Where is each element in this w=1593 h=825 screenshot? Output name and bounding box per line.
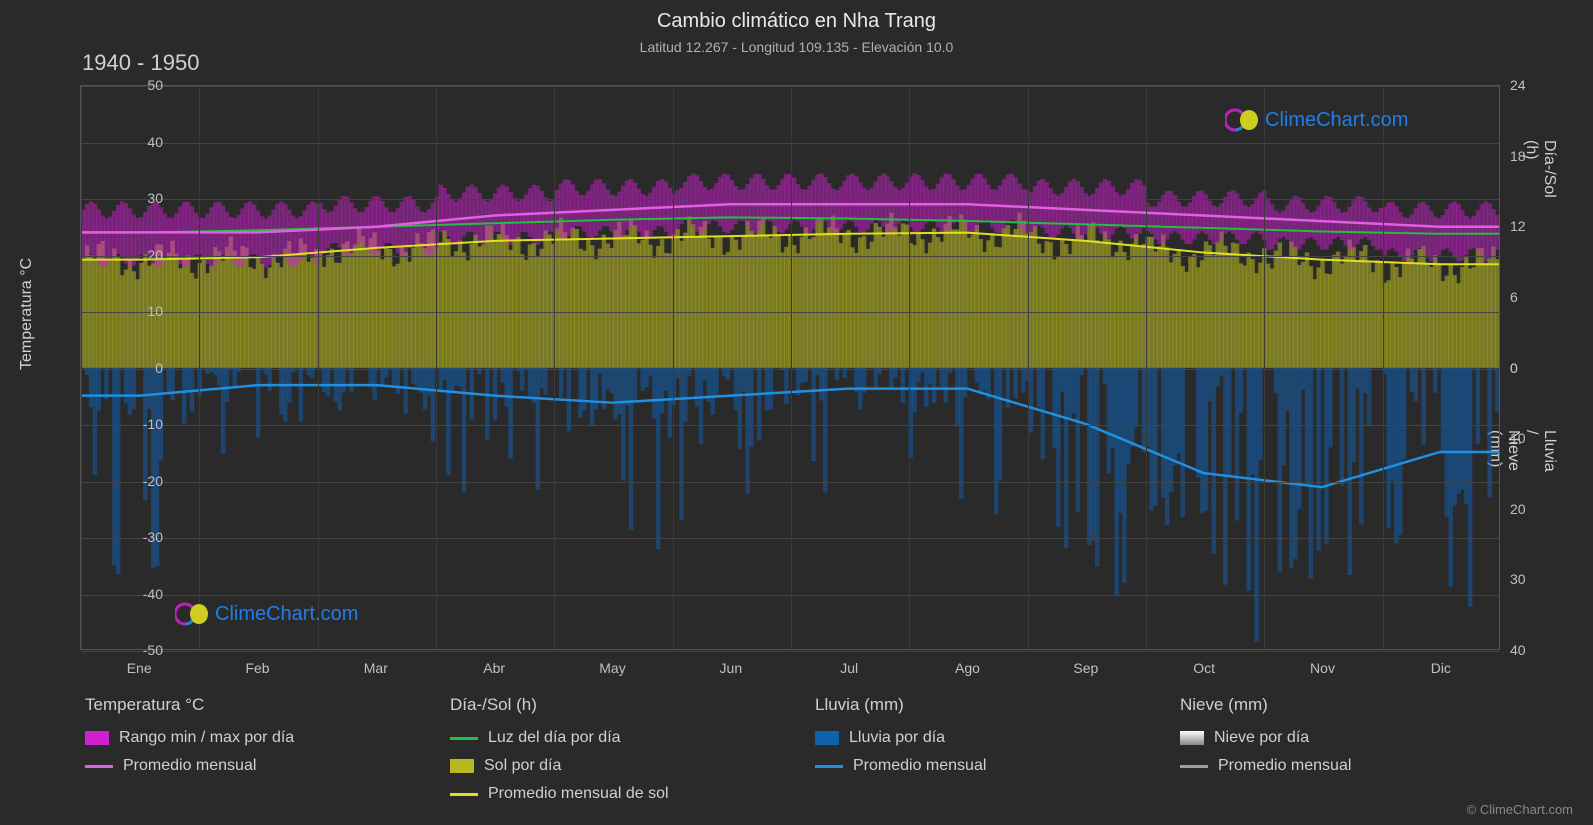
- legend-col-temp: Temperatura °C Rango min / max por día P…: [85, 695, 410, 813]
- legend-item-sun-avg: Promedio mensual de sol: [450, 785, 775, 803]
- legend-label: Lluvia por día: [849, 729, 945, 747]
- xtick-month: Feb: [245, 660, 269, 676]
- legend: Temperatura °C Rango min / max por día P…: [85, 695, 1505, 813]
- ytick-right-top: 6: [1510, 289, 1518, 305]
- ytick-right-bottom: 30: [1510, 571, 1526, 587]
- watermark-text: ClimeChart.com: [215, 603, 358, 626]
- ytick-left: -20: [123, 473, 163, 489]
- xtick-month: Oct: [1193, 660, 1215, 676]
- legend-label: Sol por día: [484, 757, 561, 775]
- year-range-label: 1940 - 1950: [82, 50, 199, 76]
- legend-item-snow-daily: Nieve por día: [1180, 729, 1505, 747]
- legend-item-temp-range: Rango min / max por día: [85, 729, 410, 747]
- legend-label: Promedio mensual: [1218, 757, 1351, 775]
- logo-icon: [175, 600, 209, 628]
- legend-header-snow: Nieve (mm): [1180, 695, 1505, 715]
- xtick-month: Jun: [720, 660, 743, 676]
- ytick-right-bottom: 40: [1510, 642, 1526, 658]
- plot-area: [80, 85, 1500, 650]
- xtick-month: Sep: [1073, 660, 1098, 676]
- xtick-month: Dic: [1431, 660, 1451, 676]
- legend-label: Luz del día por día: [488, 729, 621, 747]
- ytick-right-top: 18: [1510, 148, 1526, 164]
- logo-icon: [1225, 106, 1259, 134]
- ytick-left: -10: [123, 416, 163, 432]
- ytick-right-top: 12: [1510, 218, 1526, 234]
- legend-label: Rango min / max por día: [119, 729, 294, 747]
- watermark-top: ClimeChart.com: [1225, 106, 1408, 134]
- legend-header-rain: Lluvia (mm): [815, 695, 1140, 715]
- legend-col-daysol: Día-/Sol (h) Luz del día por día Sol por…: [450, 695, 775, 813]
- legend-label: Promedio mensual de sol: [488, 785, 669, 803]
- ytick-left: 10: [123, 303, 163, 319]
- ytick-right-bottom: 20: [1510, 501, 1526, 517]
- y-axis-right-top-label: Día-/Sol (h): [1522, 140, 1558, 198]
- legend-header-temp: Temperatura °C: [85, 695, 410, 715]
- xtick-month: Mar: [364, 660, 388, 676]
- copyright-label: © ClimeChart.com: [1467, 802, 1573, 817]
- chart-subtitle: Latitud 12.267 - Longitud 109.135 - Elev…: [0, 39, 1593, 55]
- xtick-month: Jul: [840, 660, 858, 676]
- xtick-month: Ago: [955, 660, 980, 676]
- legend-label: Nieve por día: [1214, 729, 1309, 747]
- ytick-right-top: 24: [1510, 77, 1526, 93]
- legend-item-rain-daily: Lluvia por día: [815, 729, 1140, 747]
- ytick-left: 40: [123, 134, 163, 150]
- ytick-left: -50: [123, 642, 163, 658]
- legend-label: Promedio mensual: [853, 757, 986, 775]
- legend-item-sun: Sol por día: [450, 757, 775, 775]
- ytick-left: 30: [123, 190, 163, 206]
- xtick-month: Abr: [483, 660, 505, 676]
- ytick-left: 20: [123, 247, 163, 263]
- ytick-left: 50: [123, 77, 163, 93]
- y-axis-left-label: Temperatura °C: [18, 258, 36, 370]
- chart-svg: [81, 86, 1499, 649]
- legend-col-rain: Lluvia (mm) Lluvia por día Promedio mens…: [815, 695, 1140, 813]
- watermark-bottom: ClimeChart.com: [175, 600, 358, 628]
- legend-col-snow: Nieve (mm) Nieve por día Promedio mensua…: [1180, 695, 1505, 813]
- ytick-right-bottom: 10: [1510, 430, 1526, 446]
- legend-item-snow-avg: Promedio mensual: [1180, 757, 1505, 775]
- legend-item-rain-avg: Promedio mensual: [815, 757, 1140, 775]
- xtick-month: May: [599, 660, 625, 676]
- ytick-left: -30: [123, 529, 163, 545]
- legend-header-daysol: Día-/Sol (h): [450, 695, 775, 715]
- legend-item-temp-avg: Promedio mensual: [85, 757, 410, 775]
- ytick-left: -40: [123, 586, 163, 602]
- xtick-month: Nov: [1310, 660, 1335, 676]
- legend-label: Promedio mensual: [123, 757, 256, 775]
- legend-item-daylight: Luz del día por día: [450, 729, 775, 747]
- ytick-right-bottom: 0: [1510, 360, 1518, 376]
- chart-title: Cambio climático en Nha Trang: [0, 0, 1593, 33]
- xtick-month: Ene: [127, 660, 152, 676]
- ytick-left: 0: [123, 360, 163, 376]
- watermark-text: ClimeChart.com: [1265, 109, 1408, 132]
